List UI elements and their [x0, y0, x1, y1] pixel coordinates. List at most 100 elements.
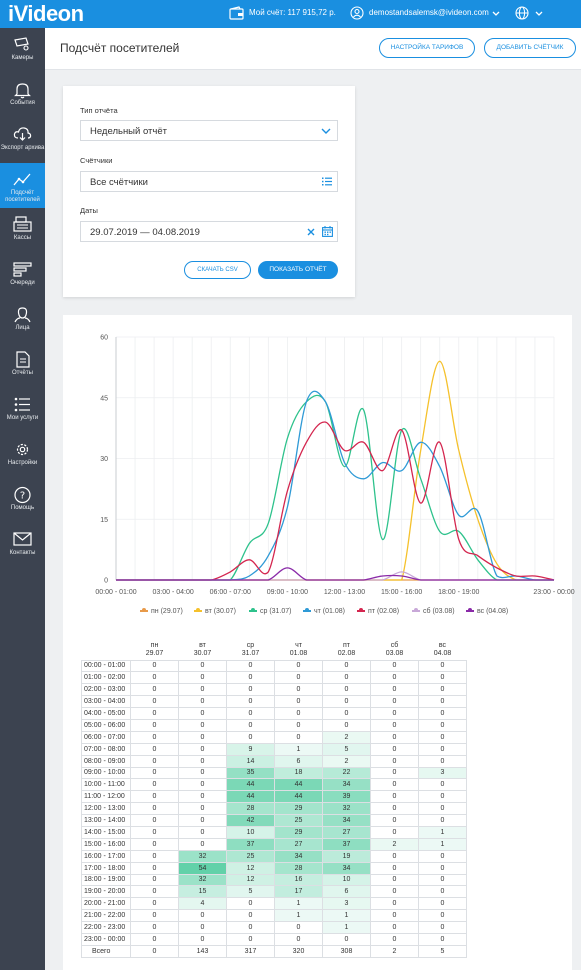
table-cell: 39: [322, 790, 371, 804]
table-cell: 0: [322, 932, 371, 946]
row-label: 16:00 - 17:00: [81, 849, 131, 863]
account-balance[interactable]: Мой счёт: 117 915,72 р.: [249, 8, 336, 17]
table-column-header: ср 31.07: [241, 641, 260, 657]
sidebar-item-events[interactable]: События: [0, 73, 45, 118]
sidebar-item-label: Очереди: [10, 280, 35, 286]
table-cell: 12: [226, 873, 275, 887]
table-cell: 6: [274, 754, 323, 768]
sidebar-item-services[interactable]: Мои услуги: [0, 388, 45, 433]
table-cell: 0: [130, 730, 179, 744]
globe-icon[interactable]: [515, 6, 529, 20]
table-row: 16:00 - 17:00 0 32 25 34 19 0 0: [81, 849, 467, 863]
sidebar-item-faces[interactable]: Лица: [0, 298, 45, 343]
sidebar-item-queues[interactable]: Очереди: [0, 253, 45, 298]
table-cell: 0: [130, 897, 179, 911]
table-cell: 0: [418, 921, 467, 934]
legend-item[interactable]: пт (02.08): [357, 608, 399, 615]
table-cell: 1: [274, 897, 323, 911]
counters-value: Все счётчики: [90, 177, 148, 188]
table-row: 05:00 - 06:00 0 0 0 0 0 0 0: [81, 718, 467, 732]
table-total-row: Всего 0 143 317 320 308 2 5: [81, 944, 467, 958]
table-cell: 0: [370, 849, 419, 863]
trend-icon: [13, 173, 31, 186]
report-type-label: Тип отчёта: [80, 106, 118, 115]
table-cell: 0: [418, 754, 467, 768]
total-label: Всего: [81, 944, 131, 958]
wallet-icon[interactable]: [229, 6, 244, 20]
sidebar-item-cash-registers[interactable]: Кассы: [0, 208, 45, 253]
table-cell: 28: [274, 861, 323, 875]
row-label: 11:00 - 12:00: [81, 790, 131, 804]
table-column-header: пн 29.07: [145, 641, 164, 657]
table-row: 04:00 - 05:00 0 0 0 0 0 0 0: [81, 707, 467, 720]
sidebar-item-reports[interactable]: Отчёты: [0, 343, 45, 388]
table-cell: 2: [322, 754, 371, 768]
legend-item[interactable]: вт (30.07): [194, 608, 236, 615]
table-cell: 2: [370, 837, 419, 851]
table-cell: 0: [370, 909, 419, 923]
sidebar-item-cameras[interactable]: Камеры: [0, 28, 45, 73]
table-cell: 0: [370, 825, 419, 839]
table-cell: 14: [226, 754, 275, 768]
table-cell: 16: [274, 873, 323, 887]
row-label: 14:00 - 15:00: [81, 825, 131, 839]
table-cell: 6: [322, 885, 371, 899]
table-cell: 0: [130, 909, 179, 923]
table-cell: 0: [178, 814, 227, 827]
clear-icon[interactable]: [307, 228, 315, 236]
table-cell: 0: [418, 897, 467, 911]
table-cell: 0: [130, 837, 179, 851]
mail-icon: [13, 532, 32, 546]
legend-item[interactable]: пн (29.07): [140, 608, 183, 615]
queue-icon: [13, 262, 32, 277]
row-label: 23:00 - 00:00: [81, 932, 131, 946]
tariff-settings-button[interactable]: НАСТРОЙКА ТАРИФОВ: [379, 38, 475, 58]
row-label: 03:00 - 04:00: [81, 695, 131, 709]
table-cell: 1: [418, 837, 467, 851]
date-range-input[interactable]: 29.07.2019 — 04.08.2019: [80, 221, 338, 242]
legend-item[interactable]: чт (01.08): [303, 608, 345, 615]
table-cell: 0: [322, 707, 371, 720]
table-row: 12:00 - 13:00 0 0 28 29 32 0 0: [81, 802, 467, 816]
legend-item[interactable]: ср (31.07): [249, 608, 292, 615]
counters-select[interactable]: Все счётчики: [80, 171, 338, 192]
user-email[interactable]: demostandsalemsk@ivideon.com: [369, 8, 489, 17]
legend-item[interactable]: сб (03.08): [412, 608, 455, 615]
sidebar-item-settings[interactable]: Настройки: [0, 433, 45, 478]
report-type-select[interactable]: Недельный отчёт: [80, 120, 338, 141]
page-header: Подсчёт посетителей НАСТРОЙКА ТАРИФОВ ДО…: [45, 28, 581, 70]
sidebar-item-label: Камеры: [11, 55, 34, 61]
row-label: 22:00 - 23:00: [81, 921, 131, 934]
ivideon-logo[interactable]: iVideon: [8, 1, 84, 26]
chevron-down-icon[interactable]: [535, 11, 543, 17]
table-cell: 0: [226, 707, 275, 720]
table-cell: 35: [226, 766, 275, 780]
table-cell: 0: [322, 659, 371, 673]
calendar-icon[interactable]: [322, 226, 333, 237]
table-cell: 0: [130, 790, 179, 804]
legend-marker-icon: [303, 608, 311, 613]
table-cell: 0: [418, 849, 467, 863]
table-cell: 10: [322, 873, 371, 887]
table-cell: 0: [322, 683, 371, 697]
table-cell: 0: [370, 790, 419, 804]
table-cell: 0: [178, 671, 227, 685]
sidebar-item-help[interactable]: ? Помощь: [0, 478, 45, 523]
show-report-button[interactable]: ПОКАЗАТЬ ОТЧЁТ: [258, 261, 338, 279]
table-cell: 0: [226, 921, 275, 934]
user-icon[interactable]: [350, 6, 364, 20]
table-cell: 5: [226, 885, 275, 899]
sidebar-item-export[interactable]: Экспорт архива: [0, 118, 45, 163]
legend-item[interactable]: вс (04.08): [466, 608, 508, 615]
add-counter-button[interactable]: ДОБАВИТЬ СЧЁТЧИК: [484, 38, 576, 58]
table-cell: 0: [130, 814, 179, 827]
table-cell: 0: [370, 861, 419, 875]
table-row: 22:00 - 23:00 0 0 0 0 1 0 0: [81, 921, 467, 934]
sidebar-item-visitor-count[interactable]: Подсчёт посетителей: [0, 163, 45, 208]
table-cell: 0: [274, 921, 323, 934]
sidebar-item-contacts[interactable]: Контакты: [0, 523, 45, 568]
table-cell: 0: [178, 921, 227, 934]
download-csv-button[interactable]: СКАЧАТЬ CSV: [184, 261, 251, 279]
chevron-down-icon[interactable]: [492, 11, 500, 17]
total-cell: 317: [226, 944, 275, 958]
